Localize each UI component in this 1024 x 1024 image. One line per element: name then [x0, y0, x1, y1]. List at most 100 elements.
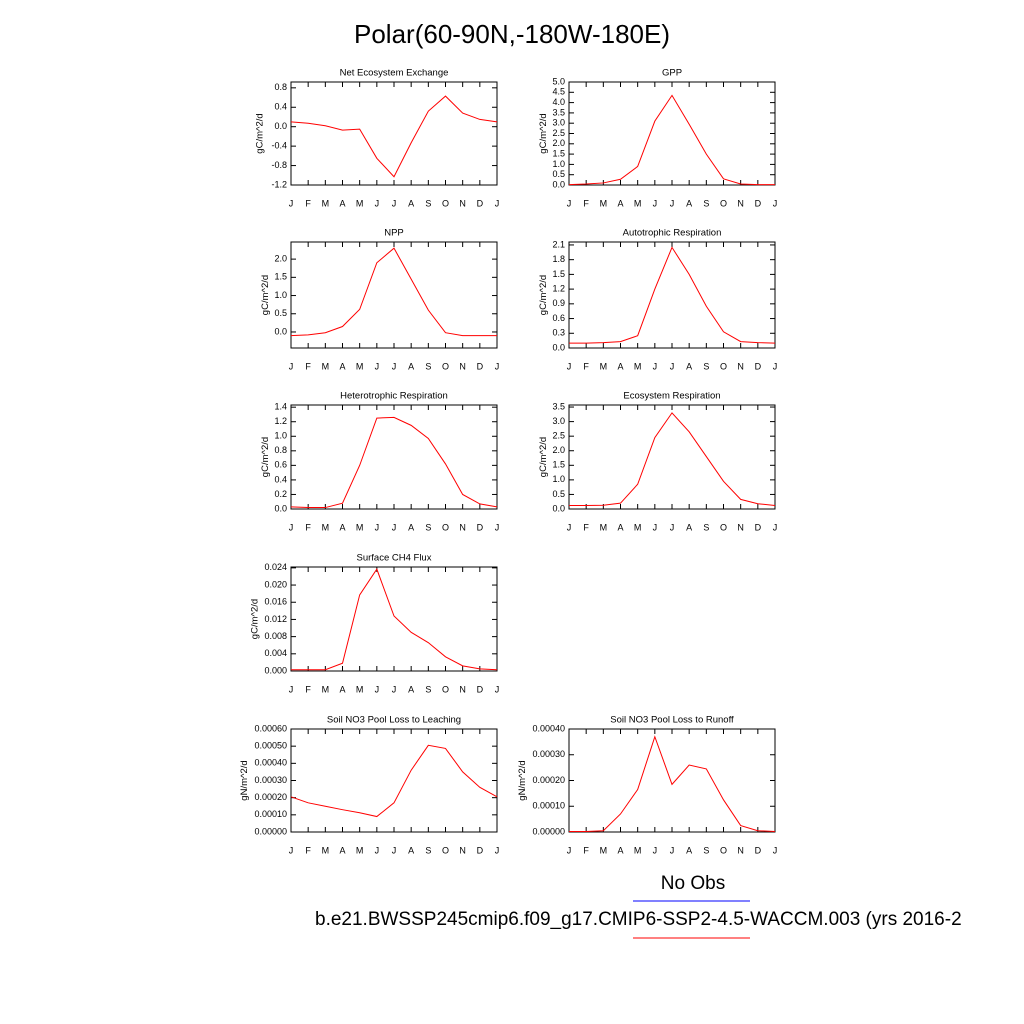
panel-title: NPP — [384, 228, 404, 239]
x-tick-label: O — [720, 198, 727, 208]
y-tick-label: 0.6 — [274, 460, 287, 470]
panel: Soil NO3 Pool Loss to Leaching 0.00000 0.0… — [239, 715, 499, 856]
y-tick-label: 0.020 — [264, 579, 287, 589]
x-tick-label: A — [408, 684, 414, 694]
x-tick-label: J — [653, 845, 658, 855]
x-tick-label: M — [356, 522, 364, 532]
figure-title: Polar(60-90N,-180W-180E) — [354, 19, 670, 49]
y-tick-label: 3.0 — [552, 118, 565, 128]
panel-title: GPP — [662, 68, 682, 79]
y-tick-label: 5.0 — [552, 76, 565, 86]
y-tick-label: -0.8 — [271, 160, 287, 170]
y-tick-label: 2.5 — [552, 431, 565, 441]
y-tick-label: 1.0 — [552, 159, 565, 169]
data-line — [290, 247, 497, 337]
x-tick-label: O — [720, 845, 727, 855]
y-tick-label: 0.00030 — [532, 749, 565, 759]
y-tick-label: 1.0 — [274, 290, 287, 300]
x-tick-label: J — [567, 198, 572, 208]
x-tick-label: S — [703, 361, 709, 371]
y-axis-label: gC/m^2/d — [260, 275, 271, 315]
panel: Soil NO3 Pool Loss to Runoff 0.00000 0.000… — [517, 715, 777, 856]
y-tick-label: 0.008 — [264, 631, 287, 641]
x-tick-label: M — [634, 522, 642, 532]
x-tick-label: J — [392, 522, 397, 532]
x-tick-label: N — [737, 522, 744, 532]
data-line — [569, 246, 776, 344]
y-tick-label: 0.4 — [274, 102, 287, 112]
y-tick-label: 0.5 — [552, 489, 565, 499]
x-tick-label: O — [442, 522, 449, 532]
x-tick-label: A — [339, 522, 345, 532]
x-tick-label: D — [755, 361, 762, 371]
x-tick-label: M — [600, 522, 608, 532]
y-tick-label: 0.012 — [264, 614, 287, 624]
x-tick-label: J — [653, 522, 658, 532]
y-tick-label: 1.0 — [274, 431, 287, 441]
y-tick-label: -0.4 — [271, 141, 287, 151]
y-tick-label: 0.00010 — [532, 801, 565, 811]
y-tick-label: 0.5 — [274, 308, 287, 318]
x-tick-label: D — [755, 198, 762, 208]
x-tick-label: M — [322, 684, 330, 694]
panel: GPP 0.00.51.01.52.02.53.03.54.04.55.0 gC/m… — [538, 68, 777, 209]
y-tick-label: 0.016 — [264, 597, 287, 607]
x-tick-label: M — [634, 845, 642, 855]
y-tick-label: 3.5 — [552, 107, 565, 117]
data-line — [568, 94, 775, 186]
legend-label: No Obs — [661, 873, 725, 894]
panel-title: Soil NO3 Pool Loss to Leaching — [327, 715, 461, 726]
x-tick-label: A — [339, 198, 345, 208]
y-tick-label: 4.5 — [552, 87, 565, 97]
y-axis-label: gC/m^2/d — [255, 113, 266, 153]
x-tick-label: N — [459, 361, 466, 371]
x-tick-label: J — [392, 198, 397, 208]
x-tick-label: O — [442, 361, 449, 371]
x-tick-label: S — [703, 522, 709, 532]
panel-title: Net Ecosystem Exchange — [340, 68, 449, 79]
y-tick-label: 0.5 — [552, 169, 565, 179]
y-tick-label: 0.0 — [274, 121, 287, 131]
x-tick-label: A — [686, 361, 692, 371]
x-tick-label: S — [425, 522, 431, 532]
x-tick-label: A — [408, 522, 414, 532]
x-tick-label: J — [392, 361, 397, 371]
plot-frame — [290, 404, 498, 510]
x-tick-label: A — [408, 198, 414, 208]
x-tick-label: A — [408, 845, 414, 855]
x-tick-label: M — [634, 361, 642, 371]
x-tick-label: S — [425, 198, 431, 208]
x-tick-label: J — [567, 361, 572, 371]
x-tick-label: J — [773, 198, 778, 208]
x-tick-label: J — [495, 684, 500, 694]
legend-label: b.e21.BWSSP245cmip6.f09_g17.CMIP6-SSP2-4… — [315, 909, 962, 930]
x-tick-label: S — [425, 361, 431, 371]
x-tick-label: F — [583, 198, 589, 208]
y-tick-label: 0.0 — [274, 503, 287, 513]
plot-frame — [568, 404, 776, 510]
y-tick-label: 0.004 — [264, 648, 287, 658]
data-line — [569, 412, 776, 506]
y-tick-label: 1.5 — [552, 269, 565, 279]
x-tick-label: A — [617, 361, 623, 371]
x-tick-label: D — [477, 361, 484, 371]
x-tick-label: F — [305, 684, 311, 694]
x-tick-label: F — [583, 845, 589, 855]
x-tick-label: N — [737, 198, 744, 208]
x-tick-label: A — [617, 845, 623, 855]
y-tick-label: 0.00020 — [532, 775, 565, 785]
y-tick-label: 4.0 — [552, 97, 565, 107]
y-tick-label: 1.0 — [552, 474, 565, 484]
y-tick-label: 1.4 — [274, 402, 287, 412]
x-tick-label: J — [773, 361, 778, 371]
y-tick-label: 0.00040 — [532, 723, 565, 733]
panel-title: Autotrophic Respiration — [623, 228, 722, 239]
y-tick-label: 0.00060 — [254, 723, 287, 733]
panel-title: Surface CH4 Flux — [357, 553, 432, 564]
y-tick-label: 0.000 — [264, 665, 287, 675]
panel-title: Soil NO3 Pool Loss to Runoff — [610, 715, 734, 726]
y-tick-label: 0.00020 — [254, 792, 287, 802]
x-tick-label: F — [305, 198, 311, 208]
y-tick-label: 1.8 — [552, 254, 565, 264]
y-axis-label: gN/m^2/d — [239, 760, 250, 800]
